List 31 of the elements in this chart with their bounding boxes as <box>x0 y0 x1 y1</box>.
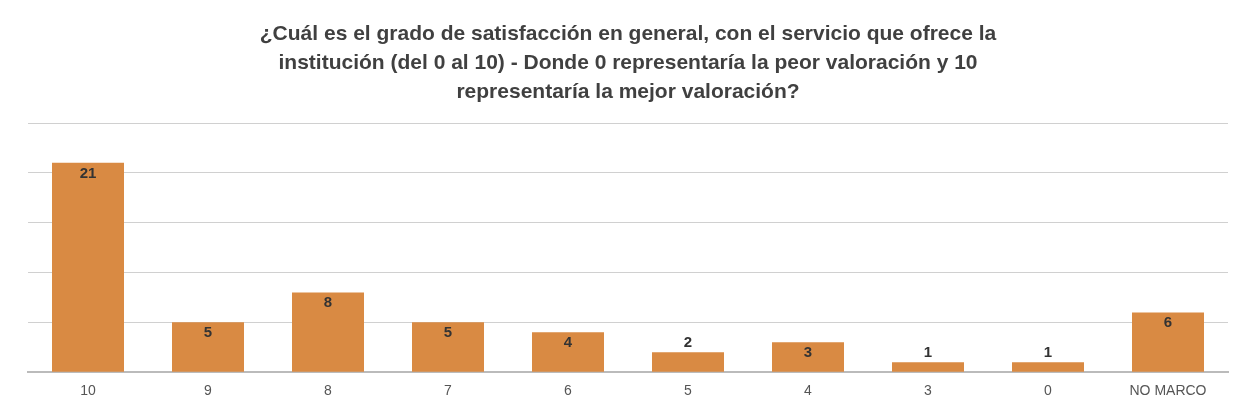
data-label: 8 <box>323 293 333 311</box>
data-label: 21 <box>79 163 97 181</box>
bar <box>1132 312 1204 372</box>
bar <box>292 292 364 372</box>
data-label: 5 <box>203 323 213 340</box>
bar <box>772 342 844 372</box>
bar <box>412 322 484 372</box>
x-tick-label: 4 <box>804 382 813 399</box>
x-tick-label: 7 <box>444 382 453 399</box>
data-label: 5 <box>443 323 453 340</box>
bar <box>532 332 604 372</box>
data-label: 2 <box>683 332 693 350</box>
x-tick-label: 10 <box>80 382 96 399</box>
data-label: 4 <box>563 332 573 350</box>
x-tick-label: 5 <box>684 382 693 399</box>
bar <box>52 162 124 372</box>
bar <box>172 322 244 372</box>
x-tick-label: 6 <box>564 382 573 399</box>
data-label: 1 <box>923 342 933 360</box>
x-tick-label: 9 <box>204 382 213 399</box>
x-tick-label: 8 <box>324 382 333 399</box>
bar <box>892 362 964 372</box>
x-tick-label: 3 <box>924 382 933 399</box>
data-label: 1 <box>1043 342 1053 360</box>
data-label: 3 <box>803 342 813 360</box>
x-tick-label: NO MARCO <box>1129 382 1207 399</box>
x-tick-label: 0 <box>1044 382 1053 399</box>
chart-title: ¿Cuál es el grado de satisfacción en general, con el servicio que ofrece la institución (del 0 al 10) - Donde 0 representaría la peor valoración y 10 representaría la mejor valoración? <box>258 20 998 104</box>
bar <box>1012 362 1084 372</box>
data-label: 6 <box>1163 313 1173 331</box>
bar <box>652 352 724 372</box>
